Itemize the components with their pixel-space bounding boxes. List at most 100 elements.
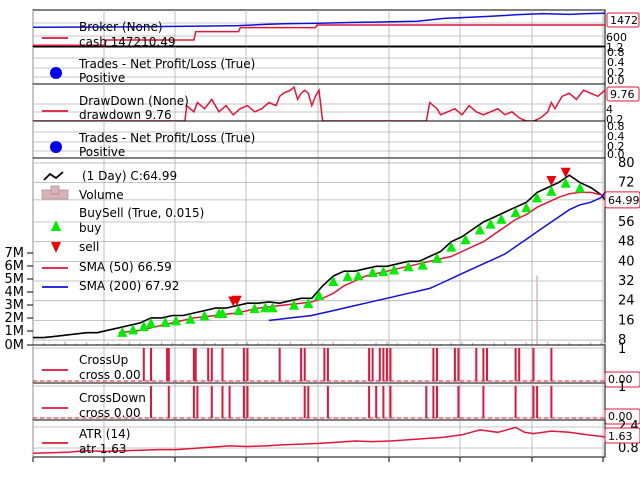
crossup-bar-19 <box>382 348 385 381</box>
volume-bar-51 <box>579 343 581 345</box>
price-last-value-label: 64.99 <box>608 194 640 207</box>
volume-bar-21 <box>257 342 259 345</box>
trades1-legend-marker <box>50 67 62 79</box>
volume-bar-14 <box>182 342 184 345</box>
volume-bar-48 <box>547 341 549 345</box>
volume-bar-44 <box>504 341 506 345</box>
buysell-legend-title: BuySell (True, 0.015) <box>79 206 204 220</box>
volume-bar-20 <box>246 341 249 345</box>
volume-tick-2: 2M <box>5 311 25 326</box>
crossdown-last-value-label: 0.00 <box>608 410 633 423</box>
crossup-bar-29 <box>514 348 517 381</box>
crossup-bar-22 <box>432 348 435 381</box>
volume-bar-2 <box>53 343 56 345</box>
crossdown-bar-5 <box>221 386 224 418</box>
volume-bar-42 <box>482 343 484 345</box>
trades2-ytick-0: 0.0 <box>607 148 625 161</box>
crossup-bar-24 <box>453 348 456 381</box>
volume-tick-6: 6M <box>5 259 25 274</box>
crossup-bar-4 <box>192 348 195 381</box>
crossdown-bar-7 <box>242 386 245 418</box>
crossdown-bar-6 <box>228 386 231 418</box>
buy-legend-label: buy <box>79 221 101 235</box>
crossup-bar-21 <box>389 348 392 381</box>
crossup-bar-12 <box>300 348 303 381</box>
crossup-bar-8 <box>221 348 224 381</box>
drawdown-last-value-box <box>606 86 640 102</box>
volume-bar-18 <box>225 343 227 345</box>
buy-marker-30 <box>496 213 507 224</box>
price-frame <box>32 157 606 346</box>
volume-bar-46 <box>525 342 527 345</box>
buy-marker-23 <box>403 261 414 272</box>
sell-marker-3 <box>560 167 571 178</box>
volume-bar-17 <box>214 342 216 345</box>
volume-bar-41 <box>471 342 474 345</box>
volume-bar-54 <box>604 342 606 345</box>
broker-series-0 <box>33 24 605 46</box>
volume-bar-31 <box>364 343 367 345</box>
volume-bar-15 <box>193 343 195 345</box>
volume-bar-52 <box>589 342 592 345</box>
volume-tick-1: 1M <box>5 324 25 339</box>
crossup-bar-10 <box>246 348 249 381</box>
buy-marker-2 <box>138 321 149 332</box>
buy-marker-31 <box>510 207 521 218</box>
crossdown-bar-19 <box>457 386 460 418</box>
volume-bar-19 <box>236 342 238 345</box>
crossdown-bar-14 <box>382 386 385 418</box>
volume-bar-28 <box>332 341 334 345</box>
volume-bar-5 <box>85 342 88 345</box>
price-ytick-8: 72 <box>618 176 635 191</box>
crossdown-ytick: 1 <box>618 380 626 395</box>
crossup-bar-14 <box>323 348 326 381</box>
crossdown-bar-24 <box>550 386 553 418</box>
buy-marker-34 <box>546 185 557 196</box>
crossup-bar-23 <box>436 348 438 381</box>
atr-legend-title: ATR (14) <box>79 427 130 441</box>
crossdown-legend-value: cross 0.00 <box>79 406 141 420</box>
sma200-legend-label: SMA (200) 67.92 <box>79 279 179 293</box>
crossup-bar-18 <box>378 348 381 381</box>
buy-marker-36 <box>574 182 585 193</box>
broker-last-value-box <box>606 12 640 28</box>
sma50-legend-label: SMA (50) 66.59 <box>79 260 172 274</box>
crossup-bar-31 <box>532 348 535 381</box>
crossup-bar-2 <box>166 348 169 381</box>
crossdown-bar-16 <box>425 386 428 418</box>
buy-marker-18 <box>342 271 353 282</box>
crossup-frame <box>32 344 606 384</box>
trades2-legend-value: Positive <box>79 145 125 159</box>
volume-bar-50 <box>568 342 570 345</box>
crossup-bar-25 <box>457 348 460 381</box>
volume-bar-30 <box>353 342 356 345</box>
buy-marker-21 <box>378 266 389 277</box>
volume-bar-3 <box>64 341 66 345</box>
trades1-legend-title: Trades - Net Profit/Loss (True) <box>78 57 255 71</box>
volume-bar-11 <box>150 343 152 345</box>
buy-marker-29 <box>485 218 496 229</box>
drawdown-legend-title: DrawDown (None) <box>79 94 189 108</box>
crossdown-bar-20 <box>482 386 485 418</box>
drawdown-ytick-1: 4 <box>606 103 613 116</box>
volume-bar-53 <box>600 341 602 345</box>
volume-bar-29 <box>343 343 345 345</box>
trades1-ytick-1: 0.2 <box>607 66 625 79</box>
volume-bar-32 <box>375 342 377 345</box>
volume-bar-37 <box>429 342 431 345</box>
buy-marker-6 <box>185 313 196 324</box>
crossdown-bar-11 <box>326 386 329 418</box>
crossup-bar-13 <box>303 348 306 381</box>
volume-bar-38 <box>439 343 442 345</box>
crossdown-bar-1 <box>167 386 170 418</box>
crossup-bar-17 <box>371 348 374 381</box>
volume-bar-12 <box>160 341 163 345</box>
buy-marker-15 <box>303 298 314 309</box>
broker-last-value-label: 1472 <box>610 14 638 27</box>
broker-series-1 <box>32 12 606 28</box>
crossup-bar-7 <box>210 348 213 381</box>
crossdown-bar-21 <box>514 386 517 418</box>
volume-bar-45 <box>514 343 517 345</box>
